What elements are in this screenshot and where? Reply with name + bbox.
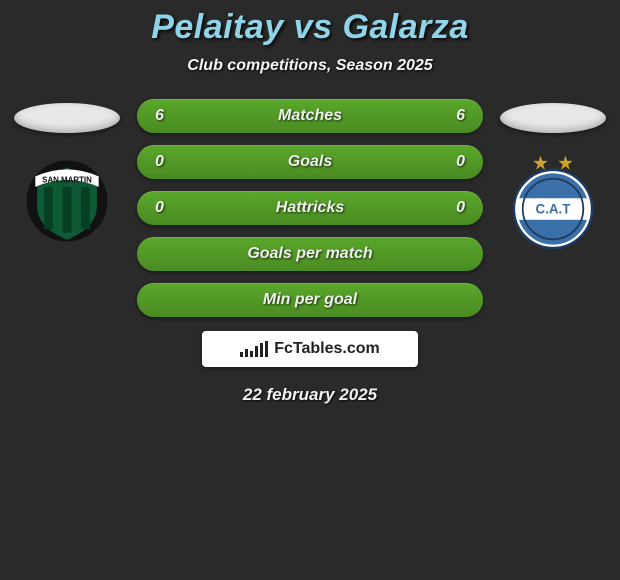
talleres-initials: C.A.T: [536, 201, 572, 216]
site-label: FcTables.com: [274, 340, 380, 358]
club-badge-left: SAN MARTIN: [17, 157, 117, 245]
san-martin-banner-text: SAN MARTIN: [42, 176, 92, 185]
subtitle: Club competitions, Season 2025: [187, 57, 432, 75]
site-badge: FcTables.com: [202, 331, 418, 367]
san-martin-shield-icon: SAN MARTIN: [19, 157, 115, 245]
stat-right-value: 0: [447, 153, 465, 171]
stat-label: Goals per match: [247, 245, 372, 263]
stat-row-hattricks: 0 Hattricks 0: [137, 191, 483, 225]
talleres-shield-icon: C.A.T: [503, 152, 603, 250]
left-column: SAN MARTIN: [7, 99, 127, 245]
main-row: SAN MARTIN 6 Matches 6 0 Goals 0 0 Hattr…: [0, 99, 620, 317]
stat-row-goals: 0 Goals 0: [137, 145, 483, 179]
stat-label: Matches: [278, 107, 342, 125]
bar-chart-icon: [240, 341, 268, 357]
page-title: Pelaitay vs Galarza: [151, 8, 469, 47]
stat-left-value: 0: [155, 199, 173, 217]
stat-row-matches: 6 Matches 6: [137, 99, 483, 133]
stat-label: Goals: [288, 153, 332, 171]
club-badge-right: C.A.T: [503, 157, 603, 245]
date-label: 22 february 2025: [243, 385, 377, 405]
stat-left-value: 0: [155, 153, 173, 171]
player-placeholder-left: [14, 103, 120, 133]
right-column: C.A.T: [493, 99, 613, 245]
stats-column: 6 Matches 6 0 Goals 0 0 Hattricks 0 Goal…: [137, 99, 483, 317]
stat-right-value: 6: [447, 107, 465, 125]
stat-label: Hattricks: [276, 199, 344, 217]
stat-row-min-per-goal: Min per goal: [137, 283, 483, 317]
player-placeholder-right: [500, 103, 606, 133]
stat-left-value: 6: [155, 107, 173, 125]
stat-right-value: 0: [447, 199, 465, 217]
stat-row-goals-per-match: Goals per match: [137, 237, 483, 271]
stat-label: Min per goal: [263, 291, 357, 309]
